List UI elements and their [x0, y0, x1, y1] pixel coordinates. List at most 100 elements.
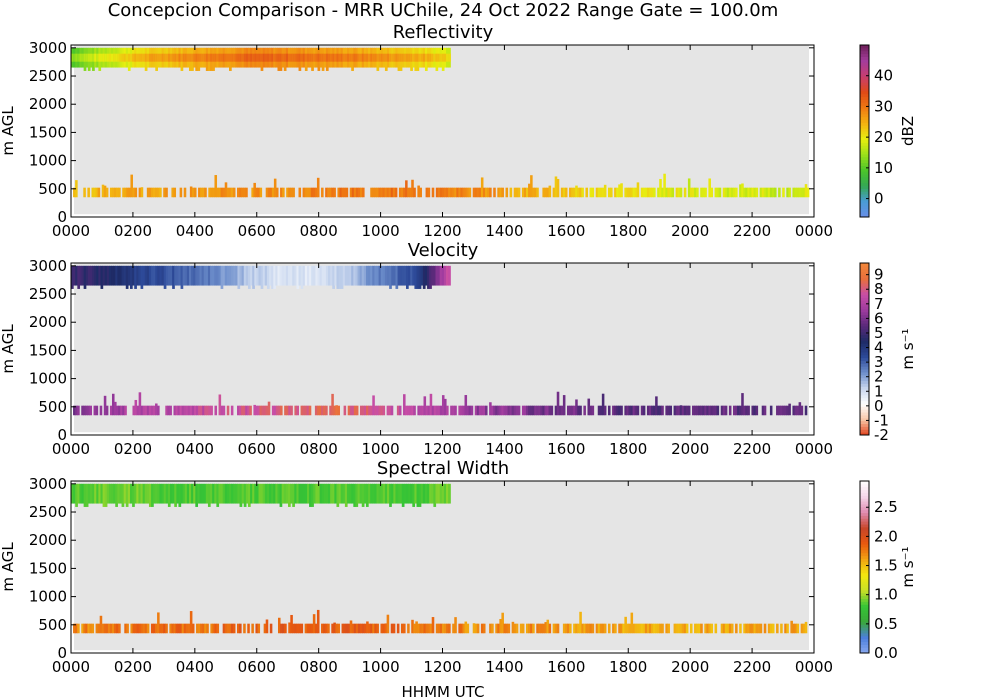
- colorbar-segment: [860, 406, 869, 410]
- data-cell: [382, 623, 386, 634]
- data-cell: [476, 623, 480, 634]
- y-tick-label: 2000: [29, 95, 67, 113]
- data-cell: [334, 483, 338, 504]
- data-cell: [398, 405, 402, 416]
- data-cell: [283, 265, 287, 286]
- colorbar-segment: [860, 630, 869, 634]
- data-cell: [448, 187, 451, 198]
- colorbar-segment: [860, 647, 869, 651]
- data-cell: [403, 53, 407, 62]
- data-cell: [408, 483, 411, 504]
- panel-spectral-width: Spectral Width05001000150020002500300000…: [0, 458, 917, 676]
- data-cell: [499, 618, 502, 634]
- data-cell: [264, 265, 268, 286]
- data-cell: [546, 187, 550, 198]
- colorbar-segment: [860, 357, 869, 361]
- colorbar-segment: [860, 386, 869, 390]
- data-cell: [538, 623, 541, 634]
- data-cell: [462, 187, 466, 198]
- data-cell: [708, 178, 711, 198]
- data-cell: [749, 623, 752, 634]
- x-tick-label: 0800: [300, 440, 338, 458]
- data-cell: [253, 404, 256, 416]
- data-cell: [435, 265, 439, 286]
- colorbar-segment: [860, 268, 869, 273]
- data-cell: [480, 623, 484, 634]
- data-cell: [125, 483, 129, 507]
- colorbar-segment: [860, 501, 869, 505]
- colorbar-segment: [860, 489, 869, 493]
- data-cell: [620, 405, 623, 416]
- data-cell: [210, 187, 213, 198]
- data-cell: [259, 405, 263, 416]
- data-cell: [187, 623, 191, 634]
- data-cell: [321, 53, 325, 62]
- data-cell: [73, 483, 76, 504]
- x-tick-label: 0600: [238, 222, 276, 240]
- data-cell: [378, 187, 381, 198]
- data-cell: [390, 623, 394, 634]
- colorbar-segment: [860, 194, 869, 198]
- data-cell: [624, 405, 627, 416]
- data-cell: [418, 53, 422, 62]
- data-cell: [417, 405, 420, 416]
- data-cell: [448, 623, 451, 634]
- data-cell: [204, 623, 207, 634]
- data-cell: [429, 265, 432, 289]
- data-cell: [103, 623, 107, 634]
- data-cell: [111, 265, 114, 286]
- data-cell: [94, 483, 97, 504]
- data-cell: [491, 405, 494, 416]
- colorbar-segment: [860, 572, 869, 577]
- data-cell: [113, 265, 116, 286]
- data-cell: [316, 405, 320, 416]
- data-cell: [363, 53, 367, 62]
- data-cell: [359, 483, 363, 504]
- data-cell: [587, 623, 591, 634]
- data-cell: [414, 265, 418, 289]
- data-cell: [458, 405, 461, 416]
- data-cell: [403, 483, 407, 504]
- data-cell: [255, 405, 259, 416]
- data-cell: [431, 483, 434, 504]
- data-cell: [532, 405, 535, 416]
- data-cell: [564, 623, 568, 634]
- data-cell: [403, 394, 406, 416]
- data-cell: [117, 265, 121, 286]
- data-cell: [387, 53, 390, 62]
- colorbar-segment: [860, 274, 869, 278]
- data-cell: [336, 53, 340, 62]
- colorbar-segment: [860, 50, 869, 55]
- data-cell: [528, 405, 531, 416]
- data-cell: [798, 187, 802, 198]
- data-cell: [503, 623, 507, 634]
- x-tick-label: 0400: [176, 222, 214, 240]
- data-cell: [513, 623, 517, 634]
- data-cell: [96, 483, 99, 504]
- data-cell: [124, 405, 127, 416]
- data-cell: [489, 402, 492, 416]
- data-cell: [749, 187, 752, 198]
- data-cell: [343, 623, 347, 634]
- data-cell: [405, 53, 409, 62]
- colorbar-tick-label: 6: [874, 309, 884, 327]
- colorbar-segment: [860, 128, 869, 132]
- data-cell: [536, 623, 539, 634]
- data-cell: [165, 623, 168, 634]
- colorbar-segment: [860, 165, 869, 169]
- x-tick-label: 1200: [423, 222, 461, 240]
- data-cell: [374, 53, 378, 62]
- colorbar-segment: [860, 403, 869, 407]
- colorbar-segment: [860, 486, 869, 491]
- data-cell: [431, 265, 434, 286]
- data-cell: [663, 173, 666, 198]
- colorbar-tick-label: 1.0: [874, 586, 898, 604]
- data-cell: [108, 53, 112, 62]
- data-cell: [464, 621, 468, 634]
- data-cell: [564, 187, 568, 198]
- data-cell: [782, 405, 785, 416]
- data-cell: [226, 623, 230, 634]
- data-cell: [317, 265, 321, 286]
- data-cell: [241, 265, 245, 286]
- data-cell: [273, 178, 277, 198]
